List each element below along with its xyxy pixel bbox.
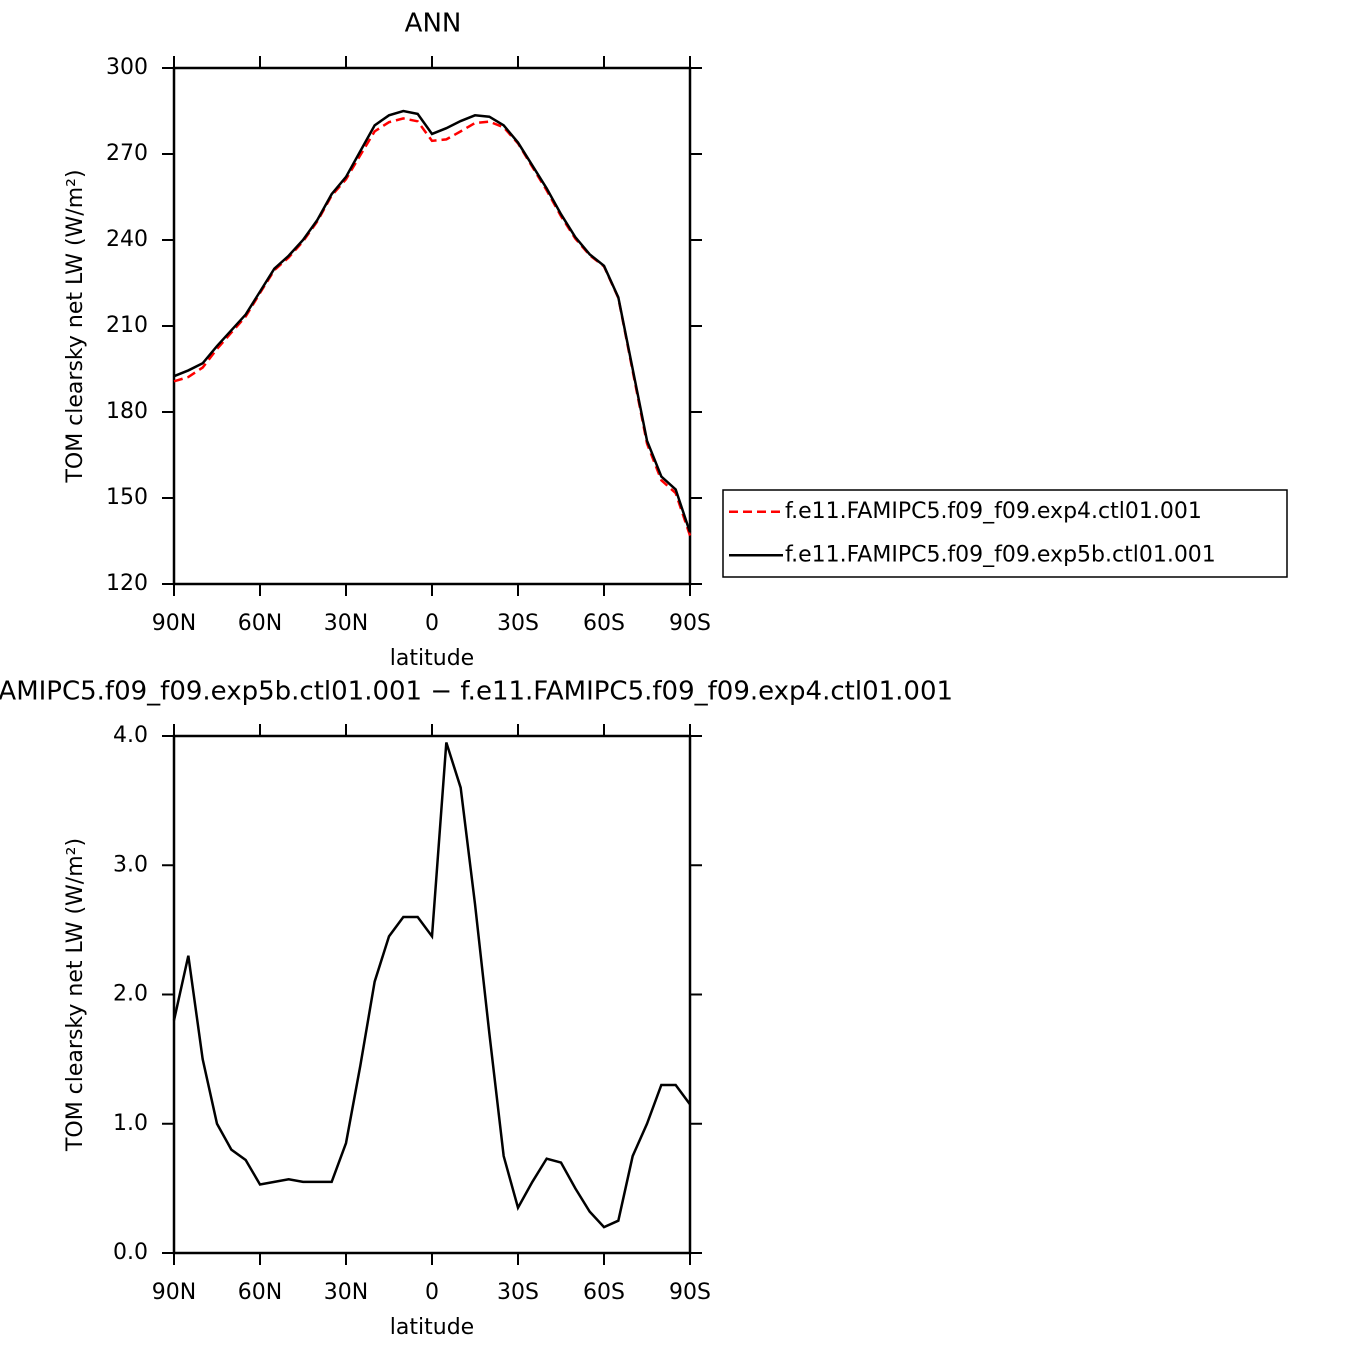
x-axis-label: latitude	[390, 1315, 474, 1340]
legend-box	[722, 489, 1288, 578]
legend-label: f.e11.FAMIPC5.f09_f09.exp4.ctl01.001	[785, 499, 1202, 524]
x-tick-label: 0	[425, 611, 439, 636]
data-line	[173, 109, 692, 533]
y-tick-label: 120	[106, 571, 148, 596]
y-tick-label: 0.0	[113, 1240, 148, 1265]
x-tick-label: 90N	[152, 611, 196, 636]
plot-frame	[172, 734, 692, 1255]
x-tick-label: 90N	[152, 1280, 196, 1305]
x-axis-label: latitude	[390, 646, 474, 671]
y-tick-label: 180	[106, 399, 148, 424]
x-tick-label: 30S	[497, 611, 539, 636]
x-tick-label: 0	[425, 1280, 439, 1305]
x-tick-label: 30N	[324, 1280, 368, 1305]
y-tick-label: 210	[106, 313, 148, 338]
data-line	[173, 117, 692, 536]
x-tick-label: 60N	[238, 1280, 282, 1305]
x-tick-label: 90S	[669, 611, 711, 636]
x-tick-label: 30N	[324, 611, 368, 636]
legend-label: f.e11.FAMIPC5.f09_f09.exp5b.ctl01.001	[785, 542, 1216, 567]
x-tick-label: 30S	[497, 1280, 539, 1305]
x-tick-label: 60S	[583, 1280, 625, 1305]
chart-title: f.e11.FAMIPC5.f09_f09.exp5b.ctl01.001 − …	[0, 677, 953, 707]
y-tick-label: 2.0	[113, 982, 148, 1007]
x-tick-label: 60S	[583, 611, 625, 636]
x-tick-label: 60N	[238, 611, 282, 636]
y-axis-label: TOM clearsky net LW (W/m²)	[63, 838, 88, 1152]
y-tick-label: 3.0	[113, 852, 148, 877]
y-tick-label: 4.0	[113, 723, 148, 748]
y-tick-label: 240	[106, 227, 148, 252]
y-axis-label: TOM clearsky net LW (W/m²)	[63, 169, 88, 483]
y-tick-label: 1.0	[113, 1111, 148, 1136]
plot-frame	[172, 66, 692, 586]
y-tick-label: 150	[106, 485, 148, 510]
data-line	[172, 742, 692, 1229]
y-tick-label: 270	[106, 141, 148, 166]
x-tick-label: 90S	[669, 1280, 711, 1305]
chart-title: ANN	[405, 9, 462, 39]
y-tick-label: 300	[106, 55, 148, 80]
